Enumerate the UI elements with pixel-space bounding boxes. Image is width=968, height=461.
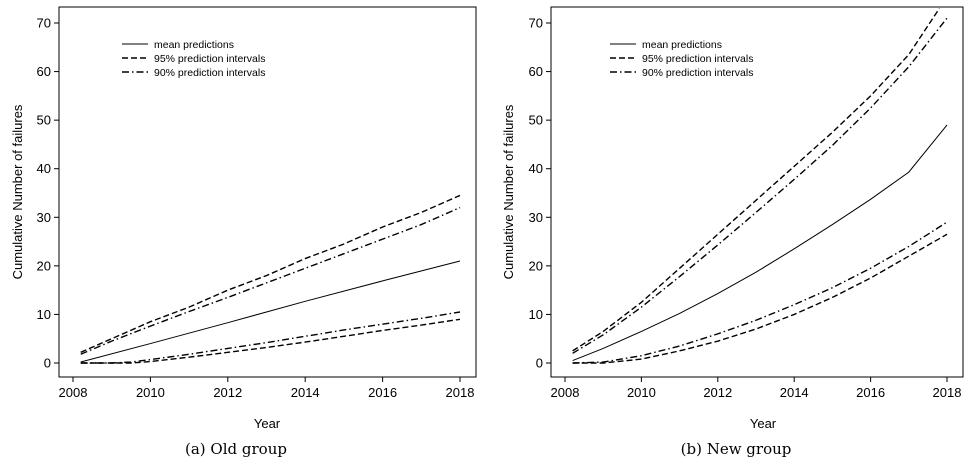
x-tick-label: 2018 [933, 385, 962, 400]
legend-label: 90% prediction intervals [642, 67, 753, 79]
x-tick-label: 2010 [136, 385, 165, 400]
y-tick-label: 10 [37, 307, 51, 322]
legend-label: 95% prediction intervals [154, 53, 265, 65]
panel-old-group: 0 10 20 30 40 50 60 70 2008 2010 2012 2014 2016 2018… [10, 6, 477, 458]
series-line-dashdot [80, 311, 461, 364]
y-axis: 0 10 20 30 40 50 60 70 [37, 16, 59, 371]
legend: mean predictions 95% prediction intervals… [122, 39, 265, 79]
x-tick-label: 2014 [291, 385, 320, 400]
y-tick-label: 50 [529, 113, 543, 128]
y-tick-label: 40 [529, 161, 543, 176]
series-line-dashed [572, 233, 948, 364]
legend-label: 95% prediction intervals [642, 53, 753, 65]
x-tick-label: 2016 [368, 385, 397, 400]
legend-label: mean predictions [154, 39, 234, 51]
series-layer [80, 194, 461, 364]
y-tick-label: 20 [37, 258, 51, 273]
y-tick-label: 0 [536, 356, 543, 371]
x-tick-label: 2012 [703, 385, 732, 400]
x-tick-label: 2010 [627, 385, 656, 400]
plot-frame [550, 6, 964, 378]
plot-frame [58, 6, 477, 378]
x-axis-label: Year [750, 416, 777, 431]
series-line-solid [80, 260, 461, 363]
series-line-dashed [80, 194, 461, 353]
x-axis: 2008 2010 2012 2014 2016 2018 [551, 377, 962, 400]
x-tick-label: 2012 [213, 385, 242, 400]
y-tick-label: 40 [37, 161, 51, 176]
y-tick-label: 70 [37, 16, 51, 31]
x-axis: 2008 2010 2012 2014 2016 2018 [59, 377, 475, 400]
x-tick-label: 2016 [856, 385, 885, 400]
x-axis-label: Year [254, 416, 281, 431]
legend-label: mean predictions [642, 39, 722, 51]
x-tick-label: 2018 [446, 385, 475, 400]
series-line-dashdot [80, 206, 461, 355]
series-line-dashed [80, 318, 461, 364]
legend-label: 90% prediction intervals [154, 67, 265, 79]
panel-new-group: 0 10 20 30 40 50 60 70 2008 2010 2012 2014 2016 2018… [501, 6, 964, 458]
series-line-solid [572, 124, 948, 362]
x-tick-label: 2008 [59, 385, 88, 400]
y-tick-label: 50 [37, 113, 51, 128]
y-tick-label: 0 [44, 356, 51, 371]
series-line-dashed [572, 8, 940, 352]
y-axis: 0 10 20 30 40 50 60 70 [529, 16, 551, 371]
y-tick-label: 60 [529, 64, 543, 79]
y-axis-label: Cumulative Number of failures [10, 104, 25, 279]
y-axis-label: Cumulative Number of failures [501, 104, 516, 279]
series-line-dashdot [572, 221, 948, 364]
caption: (a) Old group [185, 440, 287, 458]
x-tick-label: 2008 [551, 385, 580, 400]
legend: mean predictions 95% prediction intervals… [610, 39, 753, 79]
x-tick-label: 2014 [780, 385, 809, 400]
y-tick-label: 30 [37, 210, 51, 225]
y-tick-label: 20 [529, 258, 543, 273]
y-tick-label: 60 [37, 64, 51, 79]
y-tick-label: 10 [529, 307, 543, 322]
series-layer [572, 8, 948, 364]
y-tick-label: 70 [529, 16, 543, 31]
caption: (b) New group [681, 440, 792, 458]
series-line-dashdot [572, 17, 948, 354]
y-tick-label: 30 [529, 210, 543, 225]
